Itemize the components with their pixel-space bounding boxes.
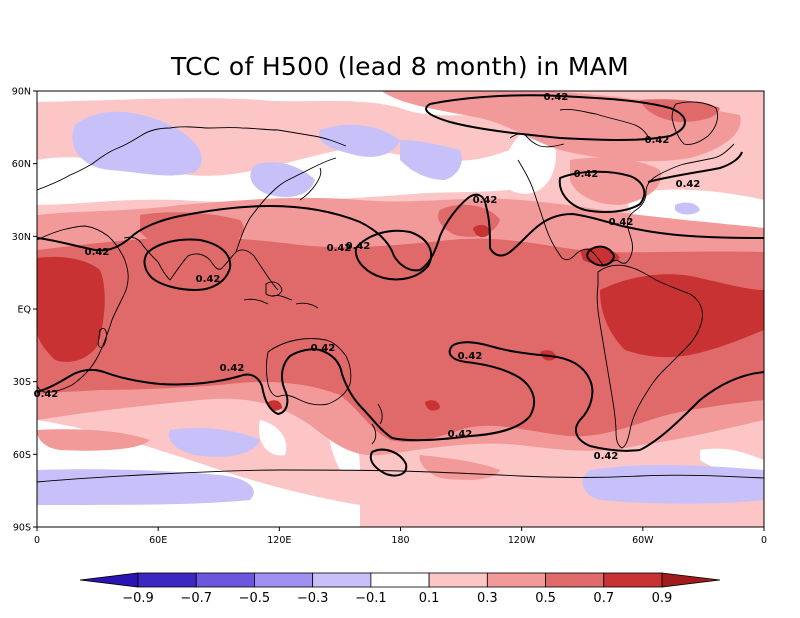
contour-nh-band (37, 193, 764, 272)
lon-tick-label: 120W (508, 535, 536, 546)
colorbar-label: −0.3 (297, 591, 329, 606)
colorbar-box (312, 572, 372, 588)
colorbar-label: 0.3 (477, 591, 498, 606)
contour-label-pacific-30n-a: 0.42 (327, 243, 352, 254)
lat-tick-label: 30S (13, 377, 31, 388)
coast-new-zealand (371, 403, 383, 445)
contour-arctic (425, 94, 686, 141)
coast-japan (299, 167, 322, 201)
lat-tick-label: 30N (12, 232, 31, 243)
coast-south-america (596, 264, 703, 449)
coast-madagascar (97, 328, 107, 348)
colorbar-box (137, 572, 197, 588)
lat-tick-label: 90N (12, 87, 31, 98)
lon-tick-label: 180 (391, 535, 409, 546)
dark-red-regions (37, 224, 764, 411)
contour-india (143, 238, 232, 292)
colorbar-label: −0.7 (180, 591, 212, 606)
contour-labels: 0.420.420.420.420.420.420.420.420.420.42… (34, 92, 701, 462)
contour-label-indian-ocean-south: 0.42 (220, 363, 245, 374)
longitude-axis: 0 60E 120E 180 120W 60W 0 (34, 527, 767, 546)
colorbar-high-arrow (661, 572, 721, 588)
contour-hudson (558, 170, 646, 213)
coast-china (235, 157, 337, 253)
coast-greenland (671, 101, 719, 145)
contour-labrador (647, 151, 743, 183)
colorbar-label: 0.1 (419, 591, 440, 606)
contour-label-africa-30n: 0.42 (85, 247, 110, 258)
contour-label-pacific-30n-b: 0.42 (346, 241, 371, 252)
colorbar-box (428, 572, 488, 588)
contour-label-labrador: 0.42 (676, 179, 701, 190)
colorbar-label: 0.5 (535, 591, 556, 606)
contour-sh-band (37, 341, 641, 452)
colorbar-box (545, 572, 605, 588)
colorbar-label: 0.9 (652, 591, 673, 606)
coastlines (37, 101, 764, 483)
lon-tick-label: 60E (149, 535, 167, 546)
coast-eurasia (37, 126, 347, 191)
contour-label-india: 0.42 (196, 274, 221, 285)
contour-label-arctic-north: 0.42 (544, 92, 569, 103)
contour-label-atlantic: 0.42 (609, 217, 634, 228)
contour-label-south-america-south: 0.42 (594, 451, 619, 462)
contour-lines (37, 94, 764, 477)
contour-label-central-pacific-north: 0.42 (473, 195, 498, 206)
colorbar-box (603, 572, 663, 588)
lat-tick-label: EQ (18, 305, 31, 316)
lat-tick-label: 90S (13, 523, 31, 534)
contour-southern-ocean-loop (369, 448, 408, 477)
lat-tick-label: 60S (13, 450, 31, 461)
lon-tick-label: 0 (34, 535, 40, 546)
lon-tick-label: 60W (632, 535, 654, 546)
coast-asia-south (123, 236, 279, 291)
colorbar-box (254, 572, 314, 588)
lon-tick-label: 120E (267, 535, 291, 546)
coast-antarctica (37, 469, 764, 483)
coast-arctic (559, 109, 651, 141)
contour-label-hudson: 0.42 (574, 169, 599, 180)
colorbar-box (486, 572, 546, 588)
shading-layer (37, 91, 764, 527)
colorbar-box (370, 572, 430, 588)
colorbar-label: −0.5 (239, 591, 271, 606)
contour-label-australia-north: 0.42 (311, 343, 336, 354)
contour-atlantic-south (639, 371, 764, 451)
coast-north-america (517, 143, 735, 267)
latitude-axis: 90N 60N 30N EQ 30S 60S 90S (12, 87, 37, 534)
coast-africa (37, 225, 129, 393)
lat-tick-label: 60N (12, 159, 31, 170)
map-title: TCC of H500 (lead 8 month) in MAM (171, 52, 629, 81)
colorbar-label: 0.7 (593, 591, 614, 606)
contour-label-southern-ocean: 0.42 (448, 429, 473, 440)
colorbar-label: −0.1 (355, 591, 387, 606)
contour-label-canada-east: 0.42 (645, 135, 670, 146)
coast-australia (266, 338, 352, 406)
contour-pacific-loop (354, 229, 433, 281)
colorbar: −0.9 −0.7 −0.5 −0.3 −0.1 0.1 0.3 0.5 0.7 0.9 (79, 572, 721, 606)
contour-label-left-edge-30s: 0.42 (34, 389, 59, 400)
colorbar-label: −0.9 (122, 591, 154, 606)
coast-borneo (265, 281, 283, 297)
contour-label-south-pacific: 0.42 (458, 351, 483, 362)
contour-caribbean (586, 245, 616, 267)
lon-tick-label: 0 (761, 535, 767, 546)
colorbar-box (195, 572, 255, 588)
colorbar-low-arrow (79, 572, 139, 588)
